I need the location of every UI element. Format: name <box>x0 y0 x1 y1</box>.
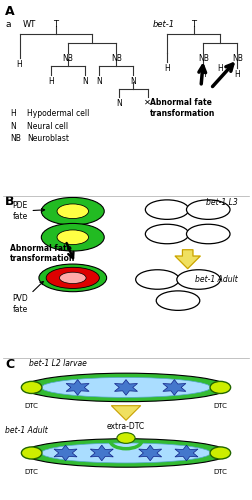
Text: NB: NB <box>198 54 209 64</box>
Text: bet-1: bet-1 <box>153 20 175 29</box>
Polygon shape <box>54 445 77 461</box>
Text: N: N <box>10 122 16 131</box>
Ellipse shape <box>117 432 135 444</box>
Polygon shape <box>175 445 198 461</box>
Ellipse shape <box>23 373 229 402</box>
Text: A: A <box>5 5 15 18</box>
Text: B: B <box>5 195 15 208</box>
Ellipse shape <box>186 224 230 244</box>
Text: H: H <box>17 60 22 69</box>
Text: PDE
fate: PDE fate <box>12 202 45 221</box>
Text: bet-1 L2 larvae: bet-1 L2 larvae <box>29 359 87 368</box>
Text: DTC: DTC <box>25 468 39 474</box>
Ellipse shape <box>156 291 200 310</box>
Ellipse shape <box>21 382 42 394</box>
Ellipse shape <box>57 230 88 244</box>
Polygon shape <box>66 380 89 396</box>
Text: N: N <box>116 99 122 108</box>
Text: Abnormal fate
transformation: Abnormal fate transformation <box>10 244 75 263</box>
Ellipse shape <box>145 200 189 220</box>
Ellipse shape <box>41 378 211 398</box>
Polygon shape <box>90 445 113 461</box>
Ellipse shape <box>210 382 231 394</box>
Ellipse shape <box>210 447 231 459</box>
Text: H: H <box>164 64 170 73</box>
Ellipse shape <box>23 438 229 467</box>
Text: a: a <box>5 20 11 29</box>
Polygon shape <box>114 380 138 396</box>
Text: N: N <box>97 77 102 86</box>
Ellipse shape <box>59 272 86 283</box>
Text: DTC: DTC <box>213 403 227 409</box>
Text: H: H <box>48 77 54 86</box>
Text: H: H <box>234 70 240 78</box>
Ellipse shape <box>145 224 189 244</box>
Text: bet-1 Adult: bet-1 Adult <box>195 274 237 283</box>
Text: T: T <box>53 20 58 29</box>
Text: bet-1 Adult: bet-1 Adult <box>5 426 48 435</box>
Ellipse shape <box>21 447 42 459</box>
Text: NB: NB <box>62 54 73 64</box>
Polygon shape <box>139 445 162 461</box>
Ellipse shape <box>41 224 104 251</box>
Text: NB: NB <box>232 54 243 64</box>
Ellipse shape <box>46 268 99 288</box>
Ellipse shape <box>177 270 220 289</box>
Ellipse shape <box>186 200 230 220</box>
Text: H: H <box>217 64 223 73</box>
Ellipse shape <box>39 264 107 291</box>
Text: extra-DTC: extra-DTC <box>107 422 145 430</box>
Text: Neuroblast: Neuroblast <box>27 134 69 143</box>
Ellipse shape <box>41 443 211 463</box>
Text: C: C <box>5 358 14 370</box>
Text: NB: NB <box>111 54 122 64</box>
Ellipse shape <box>136 270 179 289</box>
Text: Abnormal fate
transformation: Abnormal fate transformation <box>150 98 215 117</box>
Text: WT: WT <box>23 20 37 29</box>
Text: Hypodermal cell: Hypodermal cell <box>27 110 89 118</box>
Text: DTC: DTC <box>25 403 39 409</box>
Text: bet-1 L3: bet-1 L3 <box>206 198 237 207</box>
Text: H: H <box>201 70 206 78</box>
Ellipse shape <box>41 198 104 225</box>
Text: N: N <box>82 77 88 86</box>
Text: NB: NB <box>10 134 21 143</box>
Ellipse shape <box>57 204 88 218</box>
Text: N: N <box>130 77 136 86</box>
Text: DTC: DTC <box>213 468 227 474</box>
Text: H: H <box>10 110 16 118</box>
Polygon shape <box>163 380 186 396</box>
Text: ✕: ✕ <box>144 97 151 106</box>
Text: T: T <box>191 20 196 29</box>
Text: Neural cell: Neural cell <box>27 122 68 131</box>
Text: PVD
fate: PVD fate <box>12 282 43 314</box>
